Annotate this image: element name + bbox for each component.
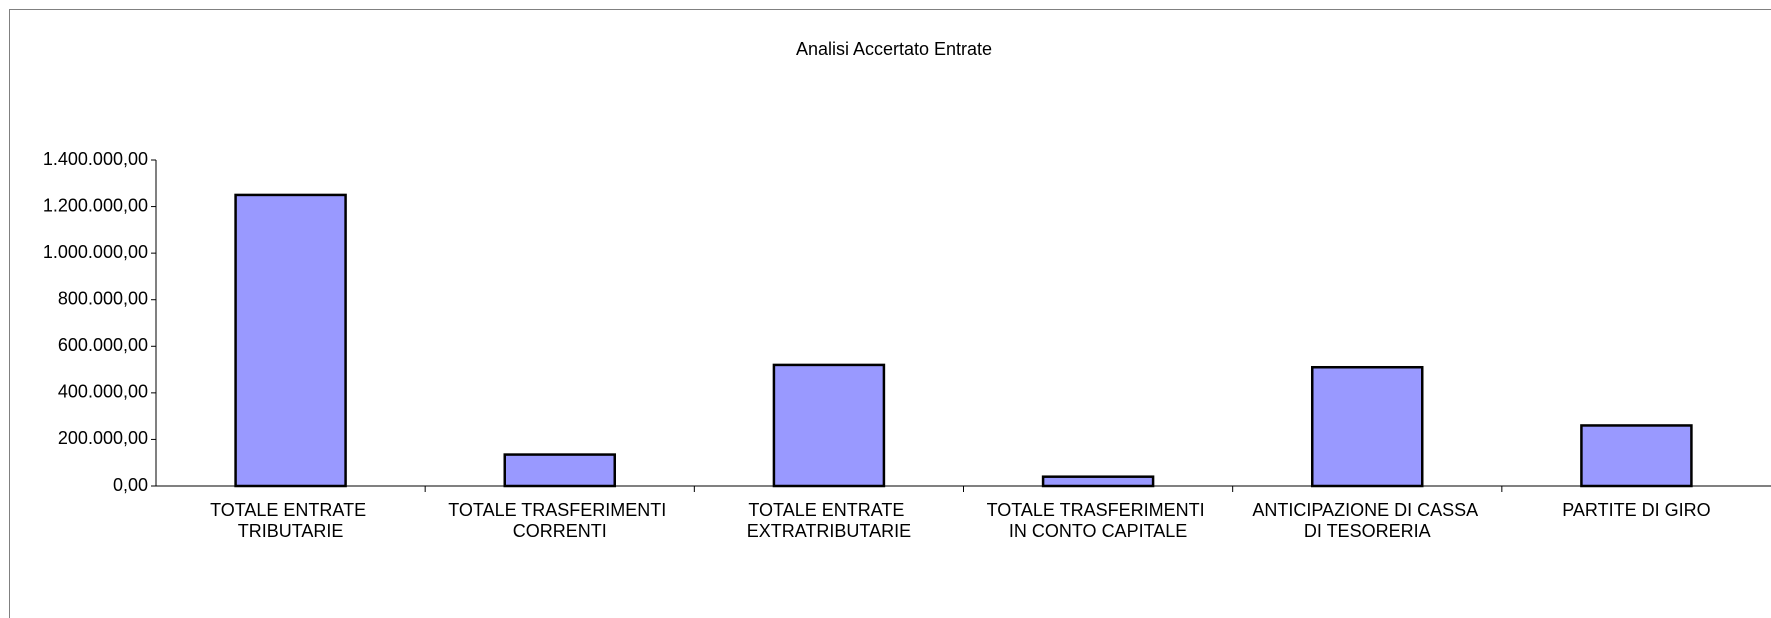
bar: [1580, 424, 1693, 488]
y-tick-label: 1.400.000,00: [43, 149, 148, 169]
x-tick-label: ANTICIPAZIONE DI CASSA DI TESORERIA: [1252, 500, 1482, 541]
x-tick-label: TOTALE ENTRATE TRIBUTARIE: [210, 500, 371, 541]
y-tick-label: 0,00: [113, 475, 148, 495]
y-tick-label: 1.200.000,00: [43, 195, 148, 215]
x-tick-label: TOTALE TRASFERIMENTI IN CONTO CAPITALE: [987, 500, 1210, 541]
bar: [1311, 365, 1424, 488]
x-tick-label: PARTITE DI GIRO: [1562, 500, 1710, 520]
bar: [772, 363, 886, 488]
y-tick-label: 800.000,00: [58, 288, 148, 308]
y-tick-label: 600.000,00: [58, 335, 148, 355]
y-tick-label: 200.000,00: [58, 428, 148, 448]
y-tick-label: 400.000,00: [58, 382, 148, 402]
bar: [1041, 475, 1155, 488]
y-tick-label: 1.000.000,00: [43, 242, 148, 262]
chart-frame: [9, 9, 1771, 618]
x-tick-label: TOTALE ENTRATE EXTRATRIBUTARIE: [747, 500, 911, 541]
bar: [503, 453, 616, 488]
bar: [234, 193, 347, 488]
chart-title: Analisi Accertato Entrate: [796, 39, 992, 59]
x-tick-label: TOTALE TRASFERIMENTI CORRENTI: [448, 500, 671, 541]
